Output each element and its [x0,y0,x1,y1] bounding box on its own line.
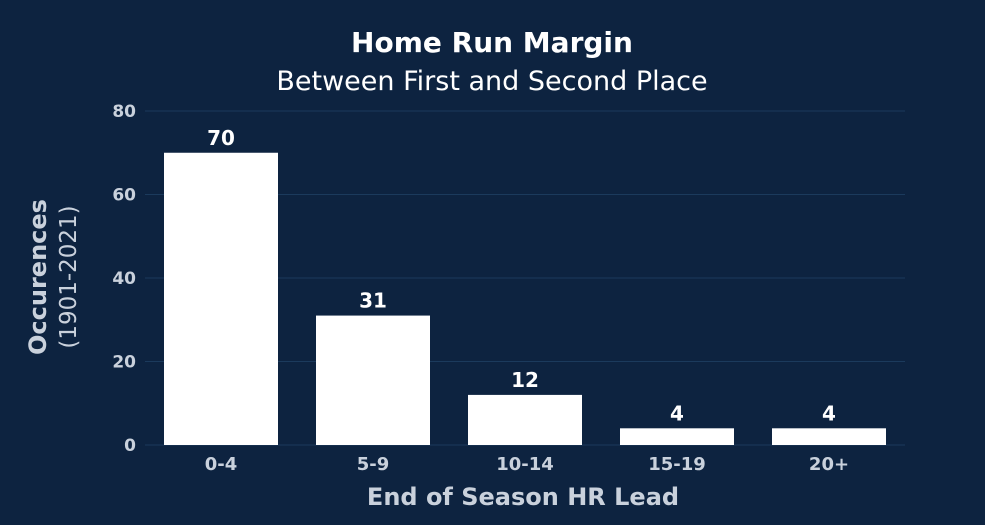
chart-subtitle: Between First and Second Place [276,66,707,97]
x-tick-label: 5-9 [357,454,390,475]
x-tick-label: 20+ [809,454,849,475]
y-axis-ticks: 0 20 40 60 80 [112,102,136,456]
bar-value-label: 31 [359,289,387,313]
x-tick-label: 10-14 [496,454,554,475]
y-tick-label: 60 [112,186,136,206]
y-tick-label: 0 [124,436,136,456]
bars [164,152,886,445]
bar [772,428,886,445]
y-tick-label: 20 [112,353,136,373]
y-tick-label: 80 [112,102,136,122]
y-axis-sublabel: (1901-2021) [56,205,82,348]
x-axis-label: End of Season HR Lead [367,483,679,511]
x-axis-ticks: 0-4 5-9 10-14 15-19 20+ [205,454,849,475]
bar-value-label: 12 [511,368,539,392]
bar-value-label: 4 [670,401,684,425]
bar [164,152,278,445]
bar-value-label: 70 [207,126,235,150]
bar [468,394,582,445]
x-tick-label: 15-19 [648,454,706,475]
y-tick-label: 40 [112,269,136,289]
bar [620,428,734,445]
bar-value-label: 4 [822,401,836,425]
x-tick-label: 0-4 [205,454,238,475]
bar [316,315,430,445]
chart-title: Home Run Margin [351,26,633,59]
data-labels: 70 31 12 4 4 [207,126,836,426]
y-axis-label: Occurences [24,199,52,355]
